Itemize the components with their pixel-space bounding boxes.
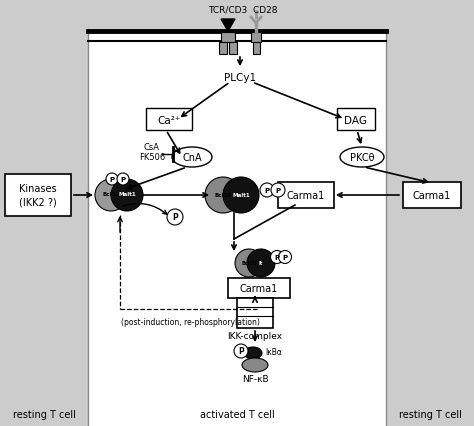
- Circle shape: [106, 173, 118, 186]
- Text: P: P: [283, 254, 288, 260]
- Text: Malt1: Malt1: [118, 192, 136, 197]
- Text: Malt1: Malt1: [232, 193, 250, 198]
- FancyBboxPatch shape: [5, 175, 71, 216]
- Text: IKK-complex: IKK-complex: [228, 332, 283, 341]
- Circle shape: [279, 251, 292, 264]
- Text: IκBα: IκBα: [265, 348, 282, 357]
- Text: activated T cell: activated T cell: [200, 409, 274, 419]
- Bar: [219, 43, 227, 55]
- Circle shape: [95, 180, 127, 211]
- Text: P: P: [264, 187, 270, 193]
- Text: Kinases
(IKK2 ?): Kinases (IKK2 ?): [19, 184, 57, 207]
- Polygon shape: [221, 20, 235, 32]
- Text: NF-κB: NF-κB: [242, 374, 268, 383]
- Text: Carma1: Carma1: [240, 283, 278, 294]
- Circle shape: [117, 173, 129, 186]
- Text: Carma1: Carma1: [287, 190, 325, 201]
- Text: PKCθ: PKCθ: [350, 153, 374, 163]
- Text: TCR/CD3  CD28: TCR/CD3 CD28: [208, 6, 278, 14]
- Text: Carma1: Carma1: [413, 190, 451, 201]
- Circle shape: [260, 184, 274, 198]
- Text: P: P: [120, 177, 126, 183]
- Text: Ca²⁺: Ca²⁺: [157, 116, 181, 126]
- Ellipse shape: [242, 358, 268, 372]
- Text: DAG: DAG: [345, 116, 367, 126]
- FancyBboxPatch shape: [278, 183, 334, 208]
- Bar: [221, 33, 235, 43]
- Circle shape: [111, 180, 143, 211]
- Bar: [251, 33, 261, 43]
- Text: CsA: CsA: [144, 143, 160, 152]
- Text: FK506: FK506: [139, 153, 165, 162]
- Circle shape: [205, 178, 241, 213]
- Text: It: It: [259, 261, 263, 266]
- Text: resting T cell: resting T cell: [13, 409, 75, 419]
- Text: P: P: [275, 187, 281, 193]
- Text: PLCy1: PLCy1: [224, 73, 256, 83]
- Bar: [229, 43, 237, 55]
- Circle shape: [235, 249, 263, 277]
- Text: P: P: [238, 347, 244, 356]
- Text: resting T cell: resting T cell: [399, 409, 461, 419]
- Circle shape: [247, 249, 275, 277]
- FancyBboxPatch shape: [146, 109, 192, 131]
- Ellipse shape: [340, 148, 384, 167]
- Circle shape: [167, 210, 183, 225]
- Text: Bcl10: Bcl10: [215, 193, 231, 198]
- Bar: [88, 30, 386, 426]
- Circle shape: [234, 344, 248, 358]
- Circle shape: [223, 178, 259, 213]
- FancyBboxPatch shape: [228, 278, 290, 298]
- Text: P: P: [172, 213, 178, 222]
- Text: P: P: [109, 177, 115, 183]
- FancyBboxPatch shape: [237, 298, 273, 328]
- Bar: [253, 43, 260, 55]
- FancyBboxPatch shape: [337, 109, 375, 131]
- Text: Bcl10: Bcl10: [241, 261, 256, 266]
- Ellipse shape: [172, 148, 212, 167]
- Text: Bcl10: Bcl10: [102, 192, 119, 197]
- FancyBboxPatch shape: [403, 183, 461, 208]
- Circle shape: [271, 184, 285, 198]
- Text: CnA: CnA: [182, 153, 202, 163]
- Ellipse shape: [244, 347, 262, 359]
- Text: P: P: [274, 254, 280, 260]
- Circle shape: [271, 251, 283, 264]
- Text: (post-induction, re-phosphorylation): (post-induction, re-phosphorylation): [120, 317, 259, 326]
